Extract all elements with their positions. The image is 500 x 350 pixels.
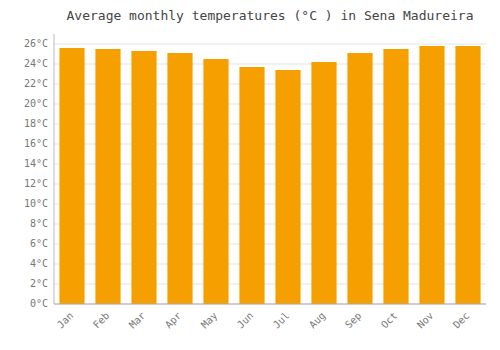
bar	[311, 62, 336, 304]
y-tick-label: 14°C	[24, 158, 48, 169]
bar	[455, 46, 480, 304]
y-tick-label: 18°C	[24, 118, 48, 129]
chart: Average monthly temperatures (°C ) in Se…	[0, 0, 500, 350]
grid-line	[54, 304, 486, 305]
x-tick-label: Jan	[55, 310, 76, 331]
title: Average monthly temperatures (°C ) in Se…	[67, 8, 474, 23]
bar	[167, 53, 192, 304]
bar	[95, 49, 120, 304]
bar	[275, 70, 300, 304]
y-tick-label: 4°C	[30, 258, 48, 269]
bar	[239, 67, 264, 304]
x-tick-label: Nov	[415, 310, 436, 331]
y-tick-label: 0°C	[30, 298, 48, 309]
bar	[419, 46, 444, 304]
grid-line	[54, 44, 486, 45]
y-tick-label: 8°C	[30, 218, 48, 229]
bar	[59, 48, 84, 304]
x-tick-label: Apr	[163, 310, 184, 331]
x-tick-label: Jun	[235, 310, 256, 331]
y-tick-label: 12°C	[24, 178, 48, 189]
bar	[203, 59, 228, 304]
y-tick-label: 16°C	[24, 138, 48, 149]
y-axis-line	[54, 34, 55, 304]
y-tick-label: 24°C	[24, 58, 48, 69]
x-tick-label: Oct	[379, 310, 400, 331]
y-tick-labels: 0°C 2°C 4°C 6°C 8°C 10°C 12°C 14°C 16°C 18°C 20°C 2…	[24, 38, 48, 309]
y-tick-label: 20°C	[24, 98, 48, 109]
x-axis-line	[54, 304, 486, 305]
x-tick-labels: Jan Feb Mar Apr May Jun Jul Aug Sep Oct Nov Dec	[55, 310, 472, 331]
x-tick-label: Jul	[271, 310, 292, 331]
y-tick-label: 22°C	[24, 78, 48, 89]
y-tick-label: 2°C	[30, 278, 48, 289]
x-tick-label: Sep	[343, 310, 364, 331]
x-tick-label: May	[199, 310, 220, 331]
bar	[347, 53, 372, 304]
y-tick-label: 10°C	[24, 198, 48, 209]
x-tick-label: Mar	[127, 310, 148, 331]
x-tick-label: Dec	[451, 310, 472, 331]
bars	[59, 46, 480, 304]
y-tick-label: 26°C	[24, 38, 48, 49]
y-tick-label: 6°C	[30, 238, 48, 249]
x-tick-label: Feb	[91, 310, 112, 331]
grid	[54, 44, 486, 304]
x-tick-label: Aug	[307, 310, 328, 331]
bar	[383, 49, 408, 304]
bar	[131, 51, 156, 304]
